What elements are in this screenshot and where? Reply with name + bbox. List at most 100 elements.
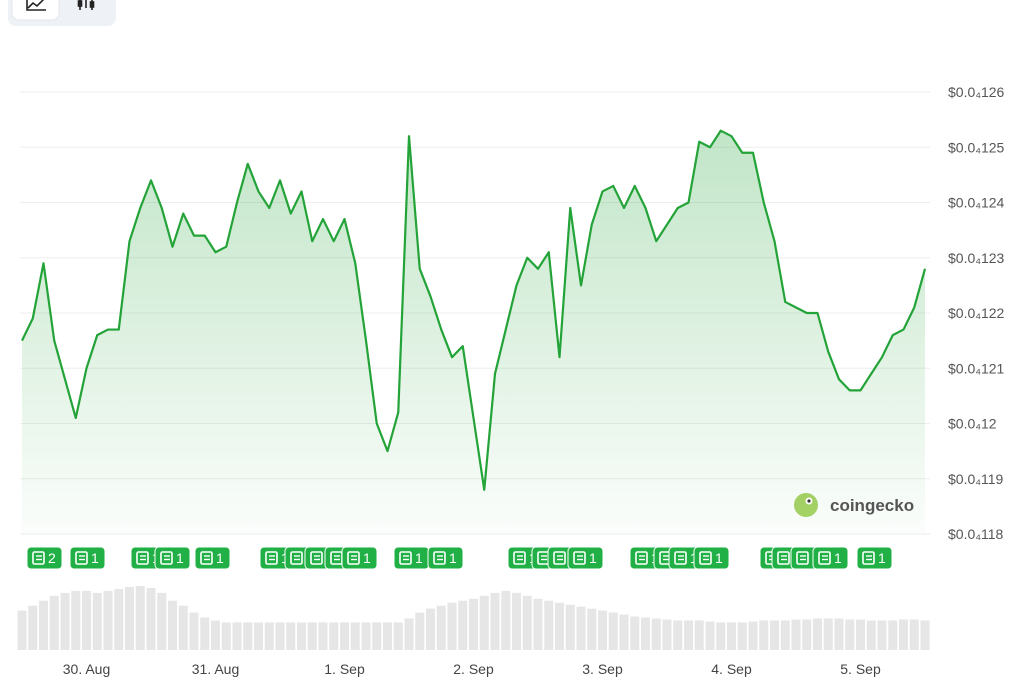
volume-bar bbox=[286, 622, 296, 650]
x-tick-label: 31. Aug bbox=[192, 661, 240, 677]
volume-bar bbox=[694, 620, 704, 650]
price-line bbox=[21, 129, 927, 491]
volume-bar bbox=[178, 605, 188, 650]
volume-bar bbox=[512, 592, 521, 650]
news-markers: 2111111111111111111111111 bbox=[26, 546, 893, 570]
volume-bar bbox=[641, 617, 650, 650]
volume-bar bbox=[845, 619, 855, 650]
volume-bar bbox=[361, 622, 371, 650]
volume-bar bbox=[211, 620, 220, 650]
x-tick-label: 4. Sep bbox=[711, 661, 752, 677]
volume-bar bbox=[221, 622, 231, 650]
news-icon bbox=[513, 551, 526, 565]
x-tick-label: 30. Aug bbox=[63, 661, 111, 677]
volume-bar bbox=[103, 590, 113, 650]
volume-bar bbox=[340, 622, 349, 650]
news-badge[interactable]: 1 bbox=[194, 546, 231, 570]
y-tick-label: $0.0₄118 bbox=[948, 526, 1003, 542]
news-badge[interactable]: 1 bbox=[427, 546, 464, 570]
news-icon bbox=[265, 551, 278, 565]
volume-bar bbox=[899, 619, 908, 650]
news-icon bbox=[347, 551, 360, 565]
news-badge[interactable]: 1 bbox=[69, 546, 106, 570]
volume-bar bbox=[189, 612, 199, 650]
volume-bar bbox=[318, 622, 328, 650]
volume-bar bbox=[49, 595, 59, 650]
news-badge[interactable]: 2 bbox=[26, 546, 63, 570]
news-badge[interactable]: 1 bbox=[341, 546, 378, 570]
volume-bar bbox=[490, 592, 500, 650]
volume-bar bbox=[458, 600, 468, 650]
news-badge[interactable]: 1 bbox=[567, 546, 604, 570]
volume-bar bbox=[232, 622, 242, 650]
volume-bar bbox=[28, 605, 38, 650]
volume-bar bbox=[71, 590, 81, 650]
y-tick-label: $0.0₄122 bbox=[948, 305, 1005, 321]
price-area bbox=[22, 130, 925, 535]
volume-bar bbox=[813, 618, 822, 650]
volume-bar bbox=[780, 620, 790, 650]
volume-bar bbox=[350, 622, 360, 650]
volume-bar bbox=[426, 608, 435, 650]
news-badge[interactable]: 1 bbox=[856, 546, 893, 570]
volume-bar bbox=[716, 622, 726, 650]
volume-bar bbox=[630, 616, 640, 650]
news-icon bbox=[310, 551, 323, 565]
volume-bar bbox=[436, 605, 446, 650]
y-tick-label: $0.0₄125 bbox=[948, 139, 1005, 155]
news-icon bbox=[573, 551, 586, 565]
volume-bar bbox=[146, 587, 156, 650]
volume-bar bbox=[415, 612, 425, 650]
news-badge[interactable]: 1 bbox=[393, 546, 430, 570]
volume-bar bbox=[168, 600, 177, 650]
volume-bar bbox=[533, 598, 543, 650]
volume-bar bbox=[684, 620, 693, 650]
volume-bar bbox=[705, 621, 715, 650]
news-count: 1 bbox=[415, 550, 423, 566]
volume-bar bbox=[544, 600, 554, 650]
y-tick-label: $0.0₄124 bbox=[948, 195, 1005, 211]
volume-bar bbox=[329, 622, 339, 650]
x-tick-label: 3. Sep bbox=[582, 661, 623, 677]
news-badge[interactable]: 1 bbox=[693, 546, 730, 570]
volume-bar bbox=[92, 592, 102, 650]
volume-bar bbox=[200, 617, 210, 650]
volume-bar bbox=[888, 620, 898, 650]
news-badge[interactable]: 1 bbox=[154, 546, 191, 570]
news-icon bbox=[290, 551, 303, 565]
volume-bar bbox=[619, 614, 629, 650]
volume-bar bbox=[770, 620, 779, 650]
volume-bar bbox=[587, 608, 597, 650]
news-icon bbox=[635, 551, 648, 565]
volume-bar bbox=[598, 610, 607, 650]
volume-bar bbox=[393, 622, 403, 650]
volume-bar bbox=[791, 619, 801, 650]
watermark: coingecko bbox=[794, 493, 914, 517]
volume-bar bbox=[651, 618, 661, 650]
volume-bar bbox=[823, 618, 833, 650]
volume-bar bbox=[662, 619, 672, 650]
news-icon bbox=[674, 551, 687, 565]
volume-bar bbox=[555, 602, 564, 650]
candle-view-button[interactable] bbox=[77, 0, 95, 10]
volume-bar bbox=[17, 610, 27, 650]
news-icon bbox=[862, 551, 875, 565]
news-icon bbox=[75, 551, 88, 565]
volume-bar bbox=[157, 592, 167, 650]
news-icon bbox=[433, 551, 446, 565]
news-badge[interactable]: 1 bbox=[812, 546, 849, 570]
volume-bar bbox=[727, 622, 736, 650]
news-icon bbox=[699, 551, 712, 565]
news-count: 1 bbox=[449, 550, 457, 566]
volume-bar bbox=[275, 622, 285, 650]
volume-bar bbox=[82, 590, 91, 650]
volume-bar bbox=[135, 586, 145, 650]
watermark-text: coingecko bbox=[830, 496, 914, 515]
news-count: 1 bbox=[91, 550, 99, 566]
view-toggle bbox=[8, 0, 116, 26]
volume-bar bbox=[479, 595, 489, 650]
volume-bar bbox=[383, 622, 392, 650]
news-count: 1 bbox=[878, 550, 886, 566]
